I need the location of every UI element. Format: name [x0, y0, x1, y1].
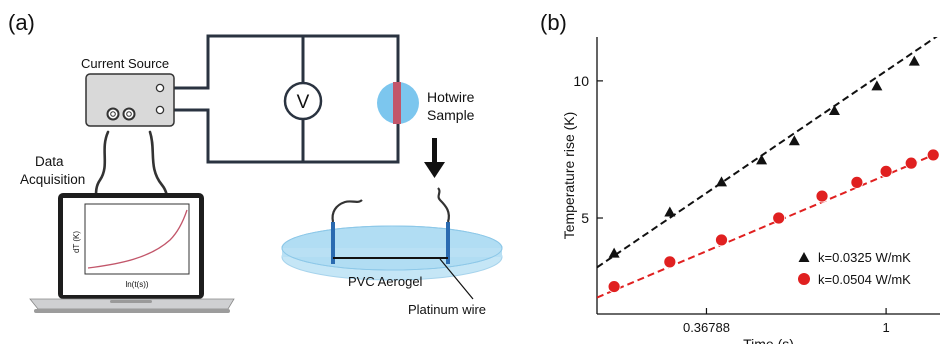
voltmeter-symbol: V: [297, 92, 310, 113]
data-acquisition-line2: Acquisition: [20, 172, 85, 187]
data-point-circle: [715, 233, 728, 247]
panel-b-label: (b): [540, 10, 567, 35]
legend-label: k=0.0325 W/mK: [818, 250, 911, 265]
data-point-triangle: [608, 247, 620, 258]
current-source-label: Current Source: [81, 56, 169, 71]
fit-line-series-1: [597, 37, 938, 269]
data-point-circle: [879, 164, 893, 178]
panel-a: (a) V Hotwire Sample Current Source: [8, 10, 503, 317]
data-point-circle: [772, 211, 786, 225]
data-point-triangle: [828, 105, 840, 116]
data-acquisition-line1: Data: [35, 154, 64, 169]
aerogel-disc: [281, 225, 503, 281]
data-point-circle: [926, 148, 940, 162]
legend-marker-circle: [798, 273, 810, 285]
x-tick-label: 1: [882, 320, 889, 335]
panel-a-label: (a): [8, 10, 35, 35]
panel-b: (b) 5 10 0.36788 1 k=0.0325 W/mK k=0.0504 W/…: [540, 10, 940, 344]
y-tick-label: 5: [581, 210, 589, 226]
data-point-triangle: [908, 55, 920, 66]
data-marks: [607, 55, 940, 293]
plot-area: 5 10 0.36788 1 k=0.0325 W/mK k=0.0504 W/mK: [573, 37, 940, 335]
aerogel-label: PVC Aerogel: [348, 274, 423, 289]
legend-label: k=0.0504 W/mK: [818, 272, 911, 287]
x-axis-label: Time (s): [743, 336, 794, 344]
hotwire-label-line1: Hotwire: [427, 89, 475, 105]
axis-ticks: 5 10 0.36788 1: [573, 73, 889, 335]
data-point-triangle: [756, 154, 768, 165]
data-point-circle: [607, 280, 621, 293]
data-point-triangle: [788, 135, 800, 146]
data-point-circle: [663, 255, 677, 269]
platinum-wire-label: Platinum wire: [408, 302, 486, 317]
legend-marker-triangle: [798, 252, 810, 262]
inset-ylabel: dT (K): [72, 231, 81, 253]
y-tick-label: 10: [573, 73, 589, 89]
inset-xlabel: ln(t(s)): [125, 280, 148, 289]
hotwire-label-line2: Sample: [427, 107, 475, 123]
laptop-icon: dT (K) ln(t(s)): [29, 193, 235, 313]
x-tick-label: 0.36788: [683, 320, 730, 335]
platinum-wire-assembly: [331, 187, 474, 300]
data-point-circle: [850, 175, 864, 189]
current-source-box: [85, 73, 175, 127]
data-point-circle: [815, 189, 829, 203]
data-point-triangle: [871, 80, 883, 91]
data-point-triangle: [716, 176, 728, 187]
legend: k=0.0325 W/mK k=0.0504 W/mK: [798, 250, 911, 287]
voltmeter-icon: V: [283, 81, 323, 121]
circuit-wires: [174, 34, 400, 164]
data-point-circle: [904, 156, 918, 170]
data-point-triangle: [664, 206, 676, 217]
hotwire-sample-icon: [377, 82, 419, 124]
y-axis-label: Temperature rise (K): [561, 112, 577, 240]
down-arrow-icon: [424, 138, 445, 178]
